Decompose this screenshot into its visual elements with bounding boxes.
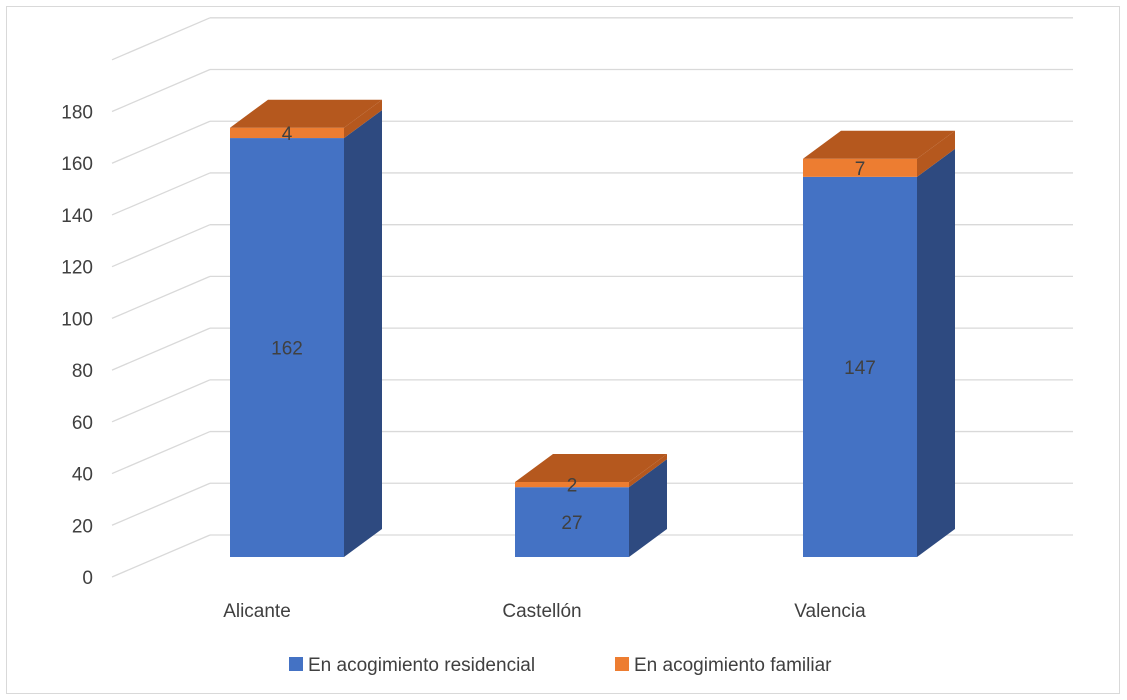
gridline-side	[111, 68, 211, 113]
legend-swatch	[289, 657, 303, 671]
bar-front-residencial	[515, 487, 629, 557]
y-tick-label: 60	[72, 413, 93, 434]
gridline-side	[111, 224, 211, 268]
y-tick-label: 80	[72, 361, 93, 382]
data-label: 162	[271, 339, 303, 360]
legend-label: En acogimiento residencial	[308, 655, 535, 676]
y-tick-label: 120	[61, 258, 93, 279]
bar-side-familiar	[344, 99, 382, 139]
y-tick-label: 180	[61, 103, 93, 124]
y-tick-label: 20	[72, 516, 93, 537]
bar-top	[803, 130, 955, 159]
gridline-side	[111, 430, 211, 475]
gridline-side	[111, 534, 211, 578]
gridline-side	[111, 482, 211, 526]
legend-label: En acogimiento familiar	[634, 655, 832, 676]
legend-swatch	[615, 657, 629, 671]
gridline-side	[111, 120, 211, 164]
gridline-side	[111, 17, 211, 61]
gridline-side	[111, 275, 211, 319]
x-category-label: Valencia	[794, 601, 866, 622]
bar-side-residencial	[344, 110, 382, 558]
data-labels: 162 4 27 2 147 7	[271, 124, 876, 534]
legend: En acogimiento residencial En acogimiento…	[289, 655, 832, 676]
bar-front-familiar	[803, 158, 917, 177]
y-axis-ticks: 0 20 40 60 80 100 120 140 160 180	[61, 103, 93, 589]
bar-front-familiar	[515, 482, 629, 488]
data-label: 147	[844, 358, 876, 379]
gridline-side	[111, 379, 211, 423]
gridline-side	[111, 327, 211, 371]
bar-side-familiar	[629, 454, 667, 488]
bar-side-familiar	[917, 130, 955, 177]
bar-top	[515, 454, 667, 483]
bars	[230, 99, 955, 558]
gridline-side	[111, 172, 211, 216]
data-label: 27	[561, 513, 582, 534]
bar-front-familiar	[230, 127, 344, 139]
y-tick-label: 100	[61, 309, 93, 330]
data-label: 2	[567, 476, 578, 497]
y-tick-label: 40	[72, 465, 93, 486]
x-category-label: Alicante	[223, 601, 291, 622]
bar-front-residencial	[230, 138, 344, 557]
y-tick-label: 0	[82, 568, 93, 589]
y-tick-label: 140	[61, 206, 93, 227]
bar-side-residencial	[629, 459, 667, 557]
x-axis-categories: Alicante Castellón Valencia	[223, 601, 866, 622]
y-tick-label: 160	[61, 154, 93, 175]
data-label: 7	[855, 159, 866, 180]
bar-front-residencial	[803, 176, 917, 557]
bar-side-residencial	[917, 148, 955, 557]
x-category-label: Castellón	[502, 601, 581, 622]
data-label: 4	[282, 124, 293, 145]
bar-top	[230, 99, 382, 128]
